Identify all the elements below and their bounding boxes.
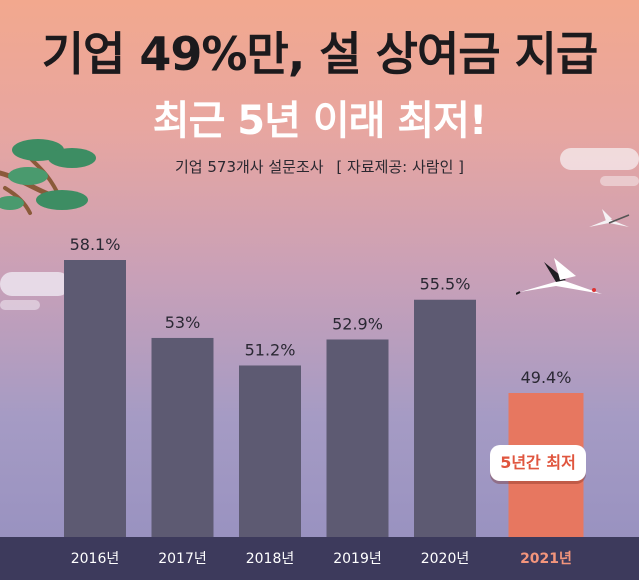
value-label: 53% [165,313,201,332]
cloud-right-small [600,176,639,186]
chart-subtitle-headline: 최근 5년 이래 최저! [152,98,487,144]
x-tick-label: 2020년 [421,551,470,567]
lowest-badge: 5년간 최저 [490,445,586,481]
cloud-left [0,272,70,296]
x-axis-band [0,537,639,580]
x-tick-label: 2017년 [158,551,207,567]
x-tick-label: 2021년 [520,551,572,567]
data-source: [ 자료제공: 사람인 ] [336,158,465,176]
bar-2016년 [64,260,126,537]
value-label: 58.1% [70,235,121,254]
value-label: 52.9% [332,314,383,333]
value-label: 51.2% [245,340,296,359]
x-tick-label: 2016년 [71,551,120,567]
value-label: 49.4% [521,368,572,387]
cloud-right [560,148,639,170]
bar-2020년 [414,299,476,537]
bar-2019년 [326,339,389,537]
survey-description: 기업 573개사 설문조사 [174,158,324,176]
survey-note: 기업 573개사 설문조사 [ 자료제공: 사람인 ] [0,156,639,177]
pine-branch-icon [0,139,96,215]
chart-title: 기업 49%만, 설 상여금 지급 [41,27,599,81]
crane-large-icon [516,258,602,295]
crane-small-icon [589,209,630,227]
x-tick-label: 2018년 [246,551,295,567]
value-label: 55.5% [420,275,471,294]
bar-2017년 [151,337,214,537]
x-tick-label: 2019년 [333,551,382,567]
bar-2018년 [239,365,301,537]
cloud-left-small [0,300,40,310]
